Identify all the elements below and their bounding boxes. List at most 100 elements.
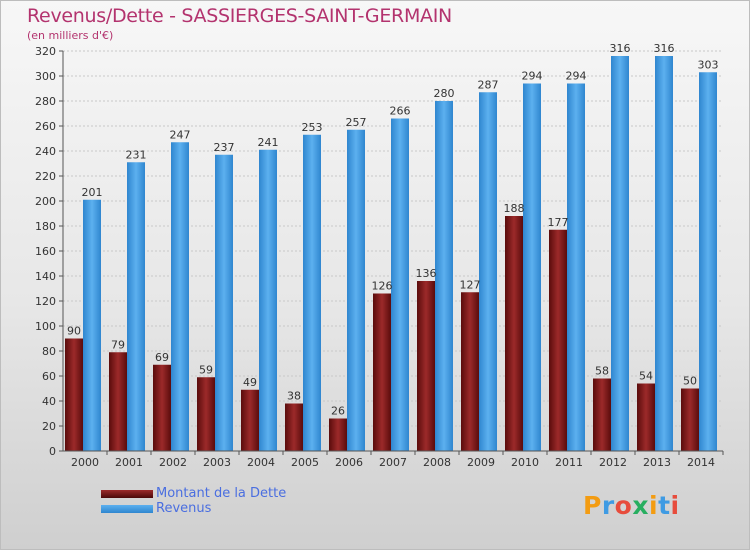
bar-revenus-2004 — [259, 149, 277, 451]
legend-swatch-debt — [101, 490, 153, 498]
legend-swatch-revenus — [101, 505, 153, 513]
y-tick-label: 320 — [35, 45, 56, 58]
x-tick-label-2005: 2005 — [291, 456, 319, 469]
y-tick-label: 80 — [42, 345, 56, 358]
bar-debt-2004 — [241, 389, 259, 451]
x-tick-label-2002: 2002 — [159, 456, 187, 469]
data-label-debt-2005: 38 — [287, 390, 301, 403]
data-label-debt-2000: 90 — [67, 325, 81, 338]
data-label-revenus-2006: 257 — [346, 116, 367, 129]
data-label-debt-2001: 79 — [111, 338, 125, 351]
data-label-debt-2012: 58 — [595, 365, 609, 378]
data-label-revenus-2007: 266 — [390, 105, 411, 118]
y-tick-label: 40 — [42, 395, 56, 408]
bar-debt-2010 — [505, 216, 523, 451]
x-tick-label-2014: 2014 — [687, 456, 715, 469]
y-tick-label: 100 — [35, 320, 56, 333]
bar-revenus-2010 — [523, 83, 541, 451]
data-label-debt-2010: 188 — [504, 202, 525, 215]
bar-debt-2012 — [593, 378, 611, 451]
bars — [65, 56, 717, 451]
data-label-debt-2009: 127 — [460, 278, 481, 291]
x-tick-label-2012: 2012 — [599, 456, 627, 469]
bar-debt-2008 — [417, 281, 435, 451]
x-tick-label-2011: 2011 — [555, 456, 583, 469]
data-label-revenus-2008: 280 — [434, 87, 455, 100]
data-label-revenus-2002: 247 — [170, 128, 191, 141]
bar-revenus-2000 — [83, 199, 101, 451]
bar-revenus-2011 — [567, 83, 585, 451]
axes: 0 20 40 60 80 100 120 140 160 180 200 220 240 260 280 3… — [35, 45, 724, 469]
y-tick-label: 260 — [35, 120, 56, 133]
y-tick-label: 120 — [35, 295, 56, 308]
bar-revenus-2014 — [699, 72, 717, 451]
bar-debt-2011 — [549, 229, 567, 451]
x-tick-label-2003: 2003 — [203, 456, 231, 469]
y-tick-label: 20 — [42, 420, 56, 433]
y-tick-label: 180 — [35, 220, 56, 233]
chart-subtitle: (en milliers d'€) — [27, 29, 114, 42]
y-tick-label: 160 — [35, 245, 56, 258]
data-label-revenus-2001: 231 — [126, 148, 147, 161]
bar-debt-2009 — [461, 292, 479, 451]
bar-revenus-2006 — [347, 129, 365, 451]
bar-debt-2006 — [329, 418, 347, 451]
chart-title: Revenus/Dette - SASSIERGES-SAINT-GERMAIN — [27, 5, 452, 27]
data-label-revenus-2014: 303 — [698, 58, 719, 71]
bar-revenus-2012 — [611, 56, 629, 451]
data-label-revenus-2012: 316 — [610, 42, 631, 55]
data-label-revenus-2010: 294 — [522, 70, 543, 83]
bar-debt-2013 — [637, 383, 655, 451]
y-tick-label: 240 — [35, 145, 56, 158]
bar-debt-2014 — [681, 388, 699, 451]
legend-label-revenus: Revenus — [156, 501, 212, 516]
data-label-revenus-2009: 287 — [478, 78, 499, 91]
data-label-debt-2004: 49 — [243, 376, 257, 389]
bar-debt-2002 — [153, 364, 171, 451]
bar-revenus-2002 — [171, 142, 189, 451]
bar-revenus-2001 — [127, 162, 145, 451]
data-label-debt-2002: 69 — [155, 351, 169, 364]
bar-debt-2003 — [197, 377, 215, 451]
data-label-debt-2003: 59 — [199, 363, 213, 376]
bar-chart: 90 201 79 231 69 247 59 237 49 241 38 253 26 257 126 26… — [35, 42, 724, 469]
data-label-debt-2006: 26 — [331, 405, 345, 418]
x-tick-label-2001: 2001 — [115, 456, 143, 469]
x-tick-label-2010: 2010 — [511, 456, 539, 469]
bar-revenus-2005 — [303, 134, 321, 451]
bar-revenus-2003 — [215, 154, 233, 451]
data-label-revenus-2003: 237 — [214, 141, 235, 154]
data-label-revenus-2000: 201 — [82, 186, 103, 199]
y-tick-label: 0 — [49, 445, 56, 458]
x-tick-label-2000: 2000 — [71, 456, 99, 469]
x-tick-label-2006: 2006 — [335, 456, 363, 469]
x-tick-label-2008: 2008 — [423, 456, 451, 469]
bar-debt-2000 — [65, 338, 83, 451]
bar-revenus-2009 — [479, 92, 497, 451]
y-tick-label: 220 — [35, 170, 56, 183]
data-label-debt-2013: 54 — [639, 370, 653, 383]
x-tick-label-2013: 2013 — [643, 456, 671, 469]
bar-debt-2001 — [109, 352, 127, 451]
x-tick-label-2009: 2009 — [467, 456, 495, 469]
data-labels: 90 201 79 231 69 247 59 237 49 241 38 253 26 257 126 26… — [67, 42, 719, 418]
bar-debt-2005 — [285, 403, 303, 451]
y-tick-label: 60 — [42, 370, 56, 383]
data-label-revenus-2011: 294 — [566, 70, 587, 83]
data-label-revenus-2013: 316 — [654, 42, 675, 55]
data-label-revenus-2004: 241 — [258, 136, 279, 149]
bar-revenus-2013 — [655, 56, 673, 451]
bar-debt-2007 — [373, 293, 391, 451]
data-label-debt-2008: 136 — [416, 267, 437, 280]
data-label-revenus-2005: 253 — [302, 121, 323, 134]
y-tick-label: 300 — [35, 70, 56, 83]
y-tick-label: 280 — [35, 95, 56, 108]
bar-revenus-2008 — [435, 101, 453, 451]
y-tick-label: 140 — [35, 270, 56, 283]
data-label-debt-2011: 177 — [548, 216, 569, 229]
x-tick-label-2007: 2007 — [379, 456, 407, 469]
data-label-debt-2007: 126 — [372, 280, 393, 293]
x-tick-label-2004: 2004 — [247, 456, 275, 469]
y-tick-label: 200 — [35, 195, 56, 208]
